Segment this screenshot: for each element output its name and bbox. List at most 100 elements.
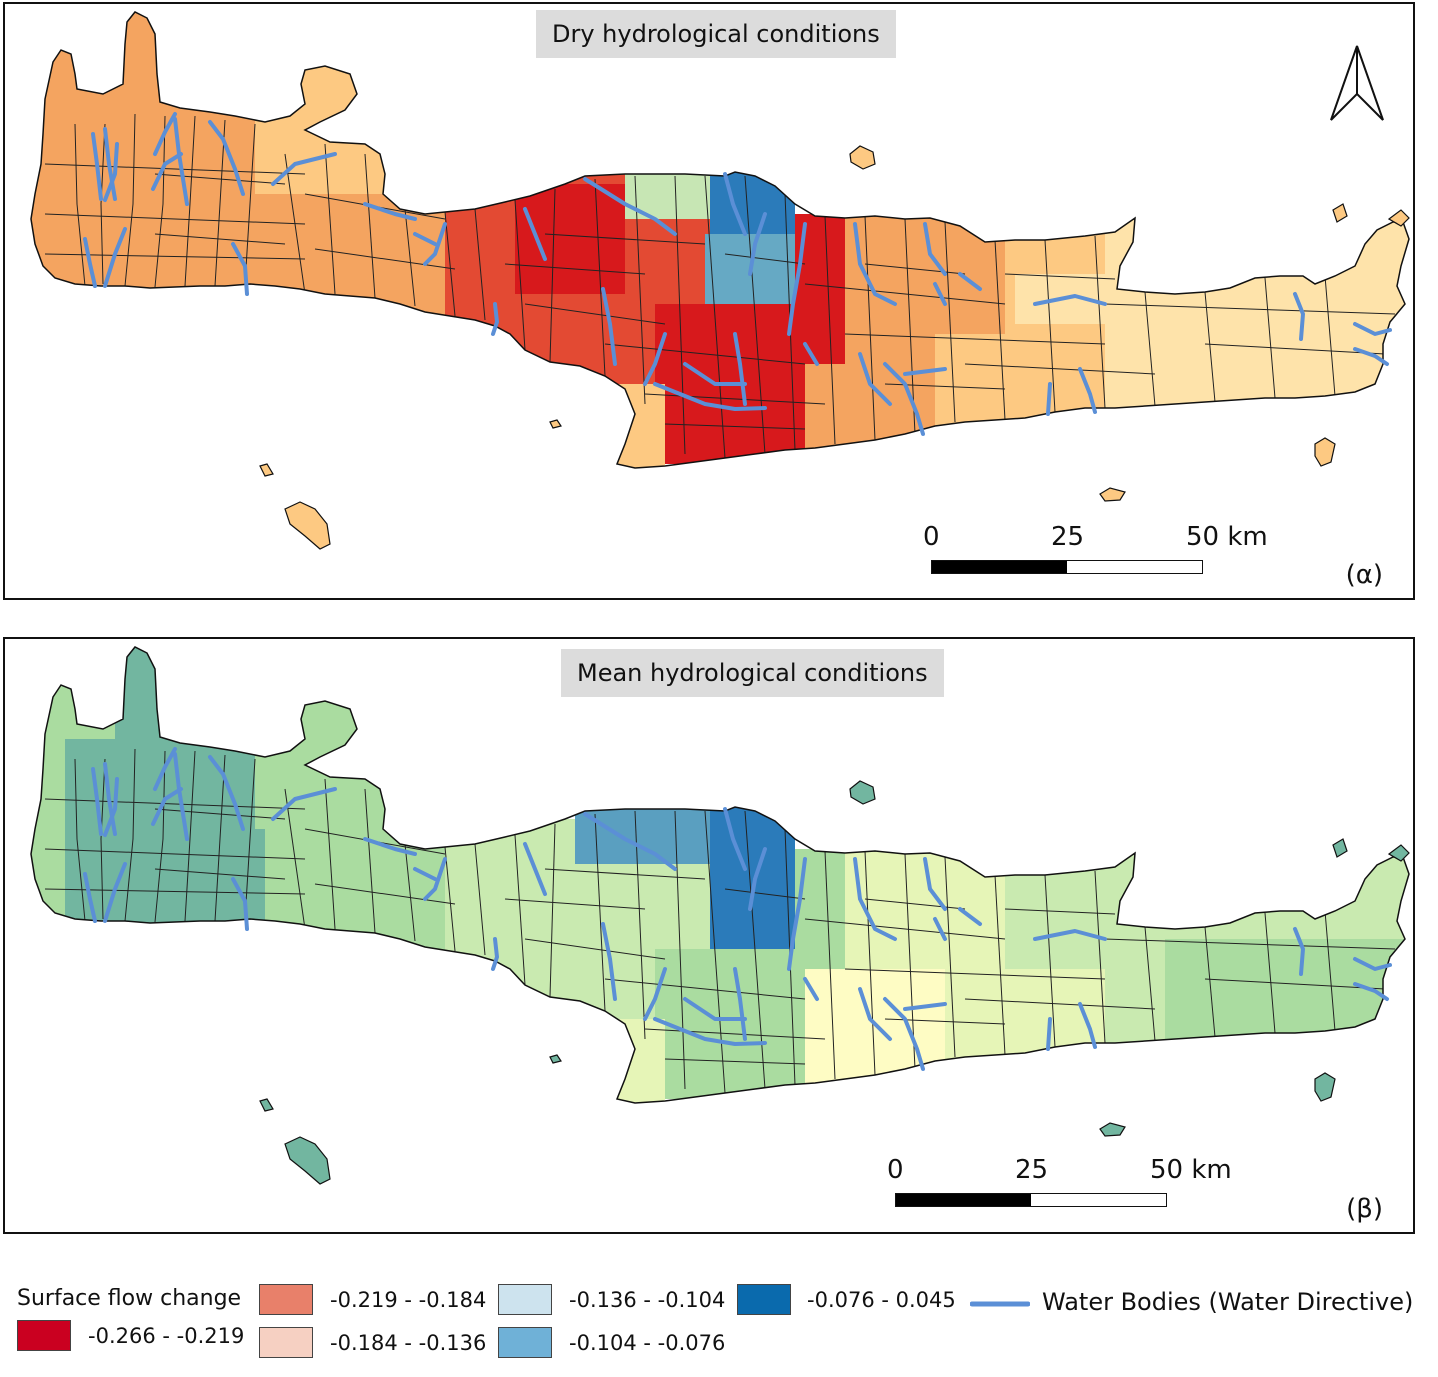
watershed-region [1005, 859, 1135, 969]
water-body-river [643, 967, 667, 1021]
watershed-boundary [674, 810, 686, 1090]
watershed-boundary [504, 263, 646, 275]
watershed-boundary [1094, 235, 1106, 409]
scale-label-25: 25 [1051, 522, 1085, 552]
scale-bar: 0 25 50 km [923, 522, 1268, 582]
watershed-boundary [44, 848, 306, 860]
water-body-river [883, 997, 925, 1071]
water-body-river [103, 127, 117, 201]
watershed-boundary [74, 758, 86, 922]
panel-title-dry: Dry hydrological conditions [536, 10, 896, 58]
watershed-boundary [994, 239, 1006, 421]
water-body-river [103, 227, 127, 288]
water-body-river [523, 207, 547, 261]
scale-label-0: 0 [923, 522, 940, 552]
water-body-river [103, 777, 119, 837]
panel-label-alpha: (α) [1345, 560, 1383, 590]
water-body-river [733, 332, 747, 406]
small-island [849, 780, 876, 805]
watershed-boundary [664, 423, 806, 430]
legend-label-1: -0.266 - -0.219 [88, 1324, 245, 1348]
coastline [30, 646, 1410, 1104]
watershed-boundary [514, 199, 526, 351]
water-body-river [787, 222, 807, 336]
water-body-river [858, 987, 892, 1041]
water-body-river [653, 382, 767, 411]
water-body-river [83, 872, 97, 923]
watershed-region [710, 164, 795, 234]
watershed-boundary [1104, 938, 1396, 950]
watershed-boundary [634, 810, 646, 1040]
water-body-river [423, 857, 447, 901]
water-body-river [103, 862, 127, 923]
watershed-boundary [524, 303, 666, 325]
small-island [1332, 838, 1348, 858]
water-body-river [853, 222, 897, 306]
watershed-boundary [1324, 275, 1336, 397]
watershed-boundary [314, 248, 456, 270]
watershed-boundary [844, 968, 1106, 980]
watershed-boundary [904, 218, 916, 435]
watershed-boundary [1044, 239, 1056, 413]
small-island [1387, 209, 1410, 227]
watershed-region [655, 949, 805, 1099]
watershed-boundary [864, 850, 876, 1076]
north-arrow-icon [1330, 45, 1384, 121]
watershed-region [795, 849, 855, 999]
legend-swatch-6 [737, 1284, 791, 1315]
watershed-boundary [154, 173, 286, 185]
watershed-boundary [44, 798, 306, 810]
watershed-boundary [1204, 291, 1216, 403]
water-body-river [903, 1002, 947, 1011]
watershed-boundary [724, 888, 806, 900]
watershed-boundary [824, 850, 836, 1080]
watershed-boundary [44, 163, 306, 175]
watershed-boundary [944, 221, 956, 423]
water-body-river [91, 767, 103, 836]
water-body-river [1078, 1002, 1097, 1049]
water-body-river [958, 907, 982, 926]
water-body-river [151, 152, 183, 191]
small-island [549, 419, 562, 429]
watershed-boundary [724, 253, 806, 265]
water-body-river [491, 937, 499, 971]
water-body-river [1293, 292, 1305, 341]
watershed-boundary [1204, 926, 1216, 1038]
watershed-boundary [864, 215, 876, 441]
legend-swatch-5 [498, 1327, 552, 1358]
watershed-boundary [244, 123, 256, 285]
water-body-river [413, 232, 437, 246]
watershed-boundary [154, 808, 286, 820]
water-body-river [1353, 982, 1389, 1001]
watershed-boundary [1204, 978, 1386, 990]
watershed-boundary [634, 175, 646, 405]
watershed-boundary [644, 1028, 826, 1040]
map-panel-dry: Dry hydrological conditions 0 25 50 km (… [3, 2, 1415, 600]
legend-label-4: -0.136 - -0.104 [569, 1288, 726, 1312]
watershed-boundary [944, 856, 956, 1058]
scale-label-0: 0 [887, 1155, 904, 1185]
watershed-region [710, 804, 795, 959]
watershed-boundary [100, 758, 106, 920]
watershed-region [515, 184, 625, 294]
watershed-boundary [704, 810, 726, 1094]
legend-swatch-3 [259, 1327, 313, 1358]
water-body-river [271, 787, 337, 821]
water-body-river [103, 142, 119, 202]
watershed-boundary [154, 868, 286, 880]
water-body-river [103, 762, 117, 836]
small-island [1099, 1122, 1126, 1137]
water-body-river [583, 812, 677, 871]
watershed-boundary [154, 115, 166, 288]
watershed-region [625, 169, 725, 219]
legend-swatch-2 [259, 1284, 313, 1315]
watershed-region [115, 647, 165, 759]
water-body-river [491, 302, 499, 336]
watershed-boundary [284, 788, 306, 930]
watershed-region [945, 969, 1125, 1079]
water-body-river [853, 857, 897, 941]
watershed-region [605, 1019, 665, 1103]
watershed-boundary [1004, 908, 1116, 915]
small-island [259, 1098, 274, 1112]
watershed-boundary [824, 215, 836, 445]
